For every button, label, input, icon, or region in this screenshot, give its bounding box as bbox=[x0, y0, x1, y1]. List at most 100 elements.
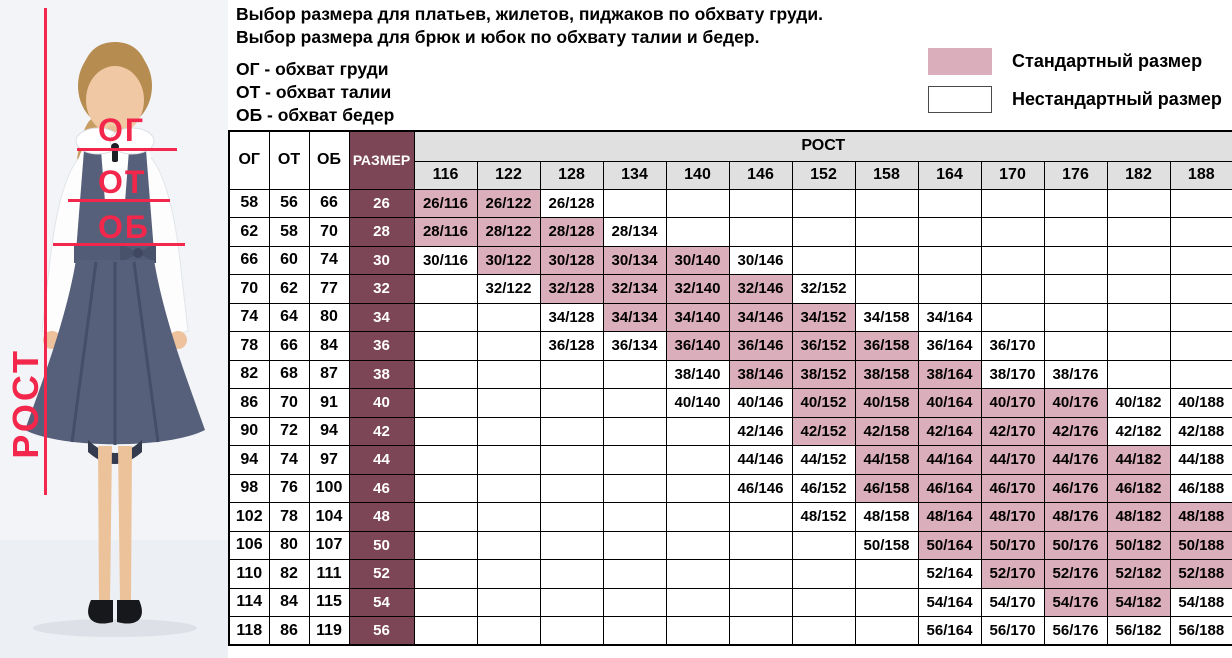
standard-size-cell: 44/158 bbox=[854, 445, 919, 475]
height-measure-line bbox=[44, 8, 47, 495]
hips-value: 80 bbox=[308, 302, 350, 332]
empty-cell bbox=[1043, 274, 1108, 304]
empty-cell bbox=[1106, 217, 1171, 247]
standard-size-cell: 44/170 bbox=[980, 445, 1045, 475]
empty-cell bbox=[917, 274, 982, 304]
standard-size-cell: 30/140 bbox=[665, 245, 730, 275]
standard-size-cell: 40/164 bbox=[917, 388, 982, 418]
height-tick: 146 bbox=[728, 160, 793, 190]
empty-cell bbox=[476, 416, 541, 446]
height-tick: 158 bbox=[854, 160, 919, 190]
nonstandard-size-cell: 54/188 bbox=[1169, 587, 1232, 617]
empty-cell bbox=[1106, 274, 1171, 304]
abbreviation-list: ОГ - обхват груди ОТ - обхват талии ОБ -… bbox=[236, 58, 394, 127]
empty-cell bbox=[539, 559, 604, 589]
empty-cell bbox=[665, 188, 730, 218]
standard-size-cell: 42/164 bbox=[917, 416, 982, 446]
standard-size-cell: 48/170 bbox=[980, 502, 1045, 532]
chest-value: 118 bbox=[228, 616, 270, 646]
chest-measure-label: ОГ bbox=[98, 112, 146, 148]
standard-size-cell: 36/152 bbox=[791, 331, 856, 361]
height-tick: 122 bbox=[476, 160, 541, 190]
legend-nonstandard-swatch bbox=[928, 86, 992, 113]
chest-measure-line bbox=[77, 148, 177, 151]
legend-row-nonstandard: Нестандартный размер bbox=[928, 86, 1222, 113]
size-value: 34 bbox=[348, 302, 415, 332]
height-band-header: РОСТ bbox=[413, 130, 1232, 162]
standard-size-cell: 50/182 bbox=[1106, 530, 1171, 560]
empty-cell bbox=[1043, 188, 1108, 218]
empty-cell bbox=[602, 388, 667, 418]
standard-size-cell: 30/134 bbox=[602, 245, 667, 275]
size-table: ОГ ОТ ОБ РАЗМЕР РОСТ 116 122 128 134 140 146 152 158… bbox=[228, 130, 1232, 646]
empty-cell bbox=[476, 388, 541, 418]
hips-value: 94 bbox=[308, 416, 350, 446]
empty-cell bbox=[413, 274, 478, 304]
nonstandard-size-cell: 56/164 bbox=[917, 616, 982, 646]
standard-size-cell: 40/158 bbox=[854, 388, 919, 418]
empty-cell bbox=[854, 616, 919, 646]
standard-size-cell: 48/164 bbox=[917, 502, 982, 532]
empty-cell bbox=[854, 587, 919, 617]
height-tick: 128 bbox=[539, 160, 604, 190]
empty-cell bbox=[413, 388, 478, 418]
standard-size-cell: 36/146 bbox=[728, 331, 793, 361]
empty-cell bbox=[413, 502, 478, 532]
intro-line-2: Выбор размера для брюк и юбок по обхвату… bbox=[236, 27, 760, 47]
empty-cell bbox=[1106, 245, 1171, 275]
abbr-chest: ОГ - обхват груди bbox=[236, 59, 389, 79]
nonstandard-size-cell: 34/128 bbox=[539, 302, 604, 332]
empty-cell bbox=[665, 530, 730, 560]
nonstandard-size-cell: 46/146 bbox=[728, 473, 793, 503]
standard-size-cell: 48/188 bbox=[1169, 502, 1232, 532]
empty-cell bbox=[476, 587, 541, 617]
size-value: 28 bbox=[348, 217, 415, 247]
empty-cell bbox=[728, 217, 793, 247]
waist-value: 64 bbox=[268, 302, 310, 332]
standard-size-cell: 34/134 bbox=[602, 302, 667, 332]
standard-size-cell: 26/116 bbox=[413, 188, 478, 218]
empty-cell bbox=[539, 530, 604, 560]
size-value: 50 bbox=[348, 530, 415, 560]
standard-size-cell: 28/128 bbox=[539, 217, 604, 247]
nonstandard-size-cell: 38/170 bbox=[980, 359, 1045, 389]
intro-text: Выбор размера для платьев, жилетов, пидж… bbox=[236, 3, 823, 49]
empty-cell bbox=[413, 302, 478, 332]
waist-value: 78 bbox=[268, 502, 310, 532]
hips-value: 91 bbox=[308, 388, 350, 418]
empty-cell bbox=[791, 530, 856, 560]
nonstandard-size-cell: 56/176 bbox=[1043, 616, 1108, 646]
empty-cell bbox=[1169, 331, 1232, 361]
nonstandard-size-cell: 32/152 bbox=[791, 274, 856, 304]
nonstandard-size-cell: 36/134 bbox=[602, 331, 667, 361]
height-tick: 164 bbox=[917, 160, 982, 190]
empty-cell bbox=[602, 559, 667, 589]
empty-cell bbox=[665, 559, 730, 589]
empty-cell bbox=[1106, 331, 1171, 361]
col-header-size: РАЗМЕР bbox=[348, 130, 415, 190]
standard-size-cell: 48/176 bbox=[1043, 502, 1108, 532]
empty-cell bbox=[665, 473, 730, 503]
empty-cell bbox=[791, 217, 856, 247]
height-tick: 140 bbox=[665, 160, 730, 190]
chest-value: 90 bbox=[228, 416, 270, 446]
standard-size-cell: 28/116 bbox=[413, 217, 478, 247]
empty-cell bbox=[854, 217, 919, 247]
empty-cell bbox=[413, 445, 478, 475]
waist-value: 76 bbox=[268, 473, 310, 503]
nonstandard-size-cell: 48/158 bbox=[854, 502, 919, 532]
table-row: 66 60 74 30 30/116 30/122 30/128 30/134 30/140 30… bbox=[228, 245, 1232, 275]
empty-cell bbox=[1106, 302, 1171, 332]
empty-cell bbox=[602, 445, 667, 475]
nonstandard-size-cell: 44/188 bbox=[1169, 445, 1232, 475]
nonstandard-size-cell: 26/128 bbox=[539, 188, 604, 218]
hips-value: 74 bbox=[308, 245, 350, 275]
standard-size-cell: 46/158 bbox=[854, 473, 919, 503]
hips-measure-line bbox=[53, 243, 185, 246]
nonstandard-size-cell: 52/164 bbox=[917, 559, 982, 589]
empty-cell bbox=[539, 502, 604, 532]
empty-cell bbox=[728, 616, 793, 646]
standard-size-cell: 46/164 bbox=[917, 473, 982, 503]
empty-cell bbox=[665, 445, 730, 475]
standard-size-cell: 36/140 bbox=[665, 331, 730, 361]
